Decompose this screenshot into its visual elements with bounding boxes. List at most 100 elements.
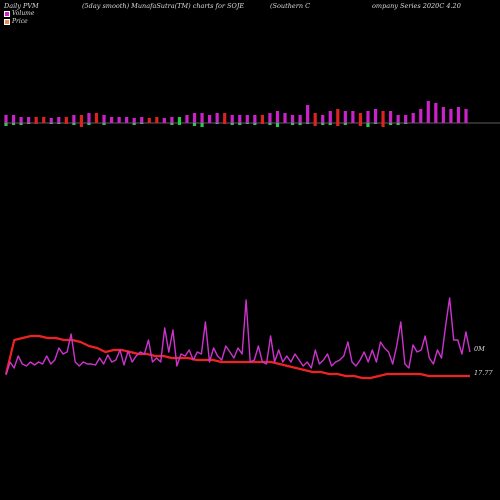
- legend: Volume Price: [4, 10, 34, 26]
- volume-bar: [313, 113, 317, 123]
- volume-bar: [456, 107, 461, 123]
- volume-bar-negative: [4, 123, 8, 126]
- volume-bar: [215, 113, 219, 123]
- volume-bar: [298, 115, 302, 123]
- volume-bar: [238, 115, 242, 123]
- volume-bar: [388, 111, 393, 123]
- volume-bar: [290, 115, 295, 123]
- volume-bar: [102, 115, 106, 123]
- volume-bar-negative: [192, 123, 197, 126]
- legend-volume: Volume: [4, 10, 34, 18]
- volume-bar-negative: [72, 123, 76, 125]
- volume-bar-negative: [27, 123, 31, 124]
- volume-bar: [449, 109, 453, 123]
- volume-bar: [57, 117, 61, 123]
- volume-bar: [155, 117, 159, 123]
- legend-price: Price: [4, 18, 34, 26]
- volume-bar-negative: [238, 123, 242, 125]
- volume-bar-negative: [373, 123, 378, 124]
- volume-bar: [27, 117, 31, 123]
- volume-bar-negative: [388, 123, 393, 125]
- volume-bar: [230, 115, 234, 123]
- volume-bar: [223, 113, 227, 123]
- volume-bar: [125, 117, 129, 123]
- volume-bar-negative: [275, 123, 280, 127]
- volume-bar: [49, 118, 53, 123]
- legend-volume-label: Volume: [12, 10, 35, 17]
- volume-bar: [109, 117, 114, 123]
- volume-bar: [245, 115, 249, 123]
- volume-bar: [162, 118, 166, 123]
- volume-bar: [441, 107, 445, 123]
- volume-bar-negative: [200, 123, 204, 127]
- volume-bar: [208, 115, 212, 123]
- volume-bar-negative: [396, 123, 400, 125]
- volume-bar-negative: [321, 123, 325, 125]
- volume-bar: [11, 115, 16, 123]
- volume-bar: [140, 117, 144, 123]
- pvm-line: [5, 297, 471, 376]
- volume-bar: [72, 115, 76, 123]
- volume-bar-negative: [170, 123, 174, 125]
- price-end-label: 17.77: [474, 369, 493, 377]
- volume-bar-negative: [268, 123, 272, 125]
- volume-bar: [4, 115, 8, 123]
- volume-bar-negative: [230, 123, 234, 125]
- chart-title-mid: (5day smooth) MunafaSutra(TM) charts for…: [82, 2, 245, 10]
- volume-bar: [426, 101, 430, 123]
- volume-bar: [19, 117, 23, 123]
- volume-bar: [253, 115, 257, 123]
- legend-volume-swatch: [4, 10, 10, 17]
- chart-title-left: Daily PVM: [4, 2, 39, 10]
- volume-bar-negative: [102, 123, 106, 125]
- volume-bar: [64, 117, 68, 123]
- volume-bar: [87, 113, 91, 123]
- volume-bar-negative: [404, 123, 408, 124]
- volume-bar: [117, 117, 121, 123]
- volume-bar: [177, 117, 182, 123]
- volume-bar: [79, 115, 84, 123]
- legend-price-swatch: [4, 18, 10, 25]
- volume-bar: [42, 117, 46, 123]
- volume-bar-negative: [366, 123, 370, 127]
- volume-bar: [381, 111, 385, 123]
- volume-bar-negative: [177, 123, 182, 125]
- volume-bar: [147, 118, 151, 123]
- volume-bar: [404, 115, 408, 123]
- volume-bar-negative: [260, 123, 264, 124]
- volume-bar-negative: [253, 123, 257, 125]
- volume-bar-negative: [381, 123, 385, 127]
- volume-bar: [185, 115, 189, 123]
- volume-bar: [336, 109, 340, 123]
- volume-bar-negative: [298, 123, 302, 125]
- volume-bar: [351, 111, 355, 123]
- volume-bar: [170, 117, 174, 123]
- volume-bar: [366, 111, 370, 123]
- volume-bar: [328, 111, 332, 123]
- volume-bar-negative: [306, 123, 310, 124]
- volume-bar-negative: [64, 123, 68, 124]
- volume-bar-negative: [223, 123, 227, 124]
- volume-bar-negative: [290, 123, 295, 125]
- volume-bar: [132, 118, 136, 123]
- volume-bar-negative: [336, 123, 340, 126]
- chart-title-mid2: (Southern C: [270, 2, 311, 10]
- volume-bar: [464, 109, 468, 123]
- volume-bar-negative: [79, 123, 84, 127]
- chart-title-right: ompany Series 2020C 4.20: [372, 2, 461, 10]
- volume-bar-negative: [34, 123, 38, 124]
- volume-bar: [373, 109, 378, 123]
- volume-bar: [268, 113, 272, 123]
- volume-bar: [192, 113, 197, 123]
- volume-bar: [275, 111, 280, 123]
- volume-bar: [434, 103, 438, 123]
- legend-price-label: Price: [12, 18, 28, 25]
- volume-bar: [283, 113, 287, 123]
- volume-bar-negative: [358, 123, 363, 126]
- volume-bar: [321, 115, 325, 123]
- volume-bar-negative: [245, 123, 249, 124]
- volume-bar: [200, 113, 204, 123]
- volume-bar-negative: [57, 123, 61, 124]
- volume-bar-negative: [313, 123, 317, 126]
